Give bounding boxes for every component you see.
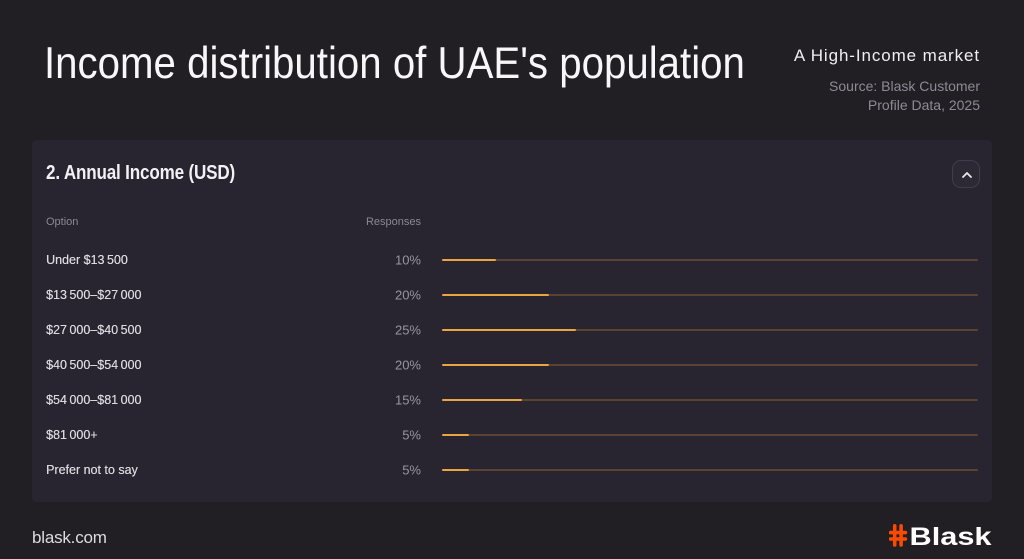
svg-text:Blask: Blask [910,523,992,548]
